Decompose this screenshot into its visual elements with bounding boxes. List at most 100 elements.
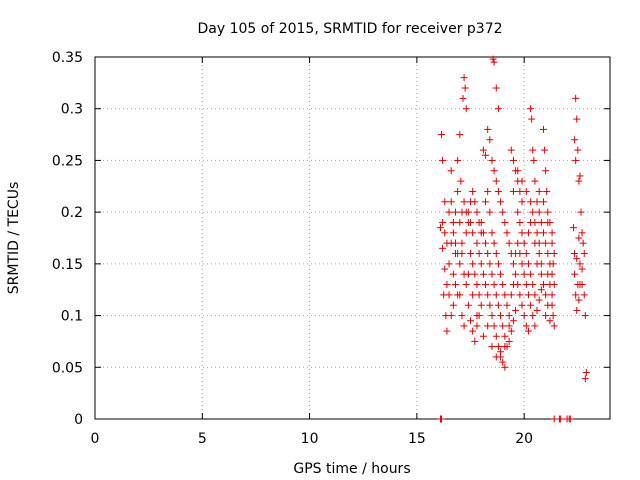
data-point [494, 343, 502, 351]
data-point [516, 187, 524, 195]
data-point [494, 260, 502, 268]
data-point [469, 327, 477, 335]
data-point [573, 255, 581, 263]
data-point [464, 270, 472, 278]
data-point [471, 270, 479, 278]
data-point [550, 322, 558, 330]
data-point [516, 218, 524, 226]
data-point [535, 208, 543, 216]
data-point [503, 301, 511, 309]
data-point [454, 156, 462, 164]
data-point [452, 281, 459, 289]
data-point [530, 156, 538, 164]
data-point [445, 260, 453, 268]
data-point [537, 260, 545, 268]
data-point [535, 187, 543, 195]
data-point [482, 198, 490, 206]
data-point [467, 317, 475, 325]
data-point [497, 270, 505, 278]
data-point [490, 322, 498, 330]
data-point [531, 322, 539, 330]
data-point [488, 270, 496, 278]
data-point [475, 291, 483, 299]
data-point [438, 131, 446, 139]
data-point [544, 208, 552, 216]
data-point [548, 239, 556, 247]
data-point [518, 301, 526, 309]
data-point [479, 146, 487, 154]
data-point [541, 146, 549, 154]
data-point [580, 291, 588, 299]
data-point [527, 270, 535, 278]
data-point [462, 229, 470, 237]
data-point [464, 218, 472, 226]
data-point [475, 250, 483, 258]
data-point [572, 156, 580, 164]
y-tick-label: 0 [74, 412, 83, 428]
data-point [471, 337, 479, 345]
data-point [580, 250, 588, 258]
data-point [546, 317, 554, 325]
data-point [501, 343, 509, 351]
data-point [542, 291, 550, 299]
data-point [570, 224, 578, 232]
data-point [486, 260, 494, 268]
data-point [527, 105, 535, 113]
data-point [443, 239, 451, 247]
data-point [469, 229, 477, 237]
x-axis-ticks: 0 5 10 15 20 [91, 57, 533, 447]
data-point [575, 234, 583, 242]
data-point [456, 131, 464, 139]
data-point [509, 187, 517, 195]
data-point [490, 239, 498, 247]
data-point [484, 250, 492, 258]
data-point [447, 198, 455, 206]
data-point [492, 291, 500, 299]
data-point [458, 312, 466, 320]
data-point [512, 306, 520, 314]
data-point [469, 187, 477, 195]
data-point [529, 208, 537, 216]
data-point [576, 281, 584, 289]
data-point [539, 229, 547, 237]
data-point [489, 55, 497, 63]
y-tick-label: 0.3 [61, 102, 83, 118]
data-point [486, 301, 494, 309]
data-point [571, 136, 579, 144]
data-point [509, 156, 517, 164]
data-point [509, 260, 517, 268]
data-point [477, 301, 485, 309]
x-tick-label: 15 [408, 431, 426, 447]
data-point [443, 327, 451, 335]
data-point [574, 146, 582, 154]
data-point [527, 301, 535, 309]
y-axis-ticks: 0 0.05 0.1 0.15 0.2 0.25 0.3 0.35 [52, 50, 610, 428]
data-point [454, 187, 462, 195]
data-point [467, 250, 475, 258]
data-point [490, 281, 498, 289]
data-point [520, 312, 528, 320]
data-point [522, 250, 530, 258]
data-point [456, 260, 464, 268]
data-point [524, 327, 532, 335]
data-point [494, 105, 502, 113]
data-point [535, 296, 543, 304]
data-point [484, 291, 492, 299]
data-point [529, 312, 537, 320]
data-point [581, 375, 589, 383]
data-point [456, 218, 464, 226]
data-point [578, 265, 586, 273]
data-point [461, 84, 469, 92]
data-point [436, 224, 444, 232]
data-point [492, 332, 500, 340]
data-point [537, 218, 545, 226]
data-point [449, 301, 457, 309]
data-point [501, 332, 509, 340]
x-tick-label: 5 [198, 431, 207, 447]
data-point [460, 198, 468, 206]
data-point [539, 198, 547, 206]
data-point [577, 208, 585, 216]
data-point [501, 218, 509, 226]
data-point [475, 218, 483, 226]
